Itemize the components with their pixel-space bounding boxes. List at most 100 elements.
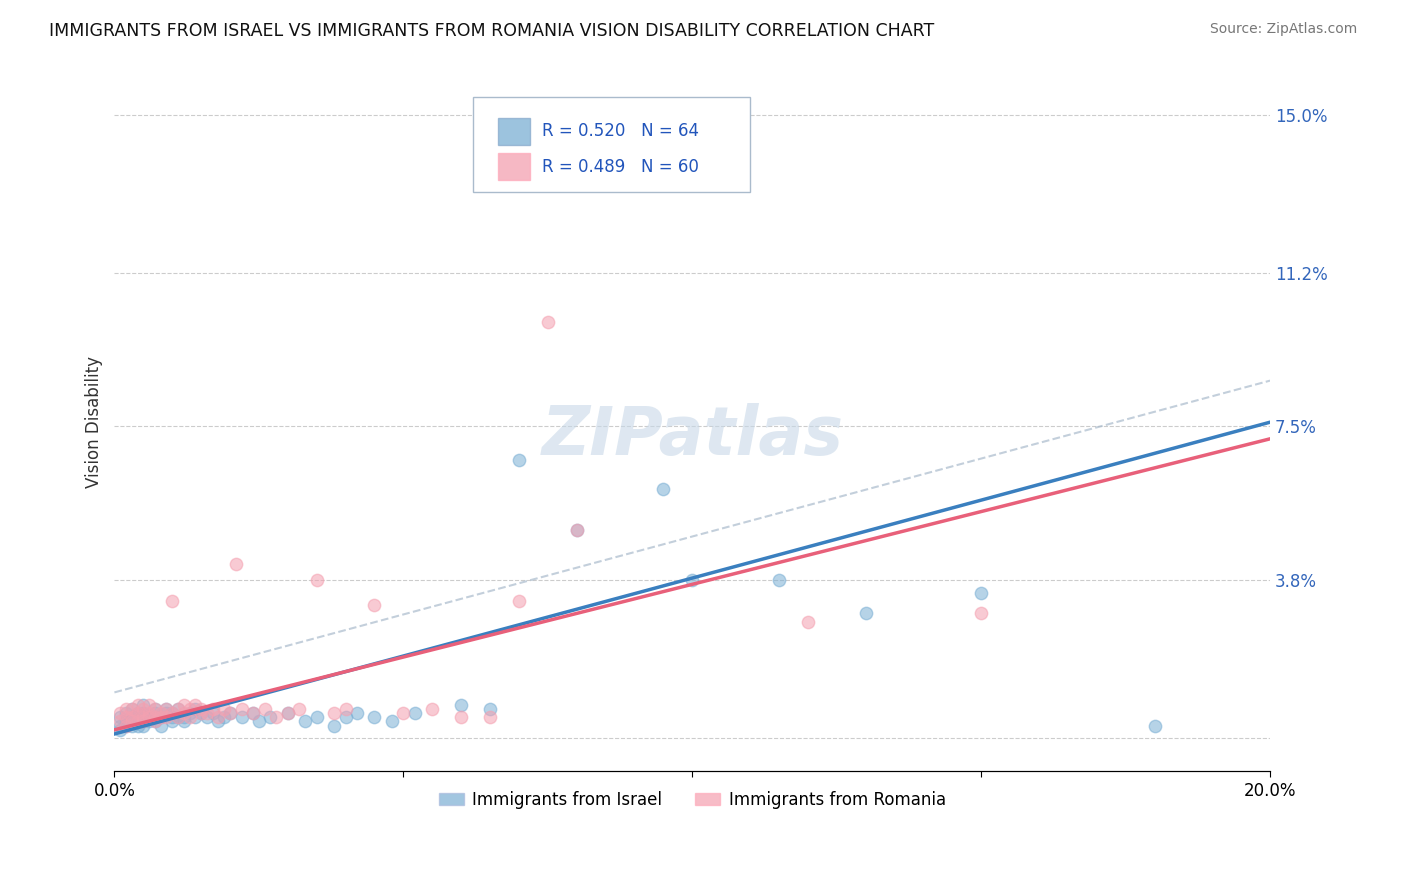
- Text: IMMIGRANTS FROM ISRAEL VS IMMIGRANTS FROM ROMANIA VISION DISABILITY CORRELATION : IMMIGRANTS FROM ISRAEL VS IMMIGRANTS FRO…: [49, 22, 935, 40]
- Point: [160, 706, 183, 721]
- Point: [149, 719, 172, 733]
- Point: [121, 710, 143, 724]
- Point: [132, 698, 155, 712]
- Point: [212, 710, 235, 724]
- Point: [149, 706, 172, 721]
- Point: [127, 710, 149, 724]
- Point: [242, 706, 264, 721]
- Point: [138, 710, 160, 724]
- Point: [115, 706, 138, 721]
- Point: [127, 698, 149, 712]
- Point: [121, 719, 143, 733]
- Point: [201, 702, 224, 716]
- Point: [195, 710, 218, 724]
- Point: [288, 702, 311, 716]
- Point: [264, 710, 287, 724]
- Point: [121, 714, 143, 729]
- Point: [294, 714, 316, 729]
- Point: [132, 706, 155, 721]
- Point: [323, 706, 346, 721]
- Point: [190, 706, 212, 721]
- Point: [121, 702, 143, 716]
- Point: [305, 710, 328, 724]
- Point: [381, 714, 404, 729]
- Point: [207, 710, 229, 724]
- Point: [132, 714, 155, 729]
- Point: [167, 702, 190, 716]
- Point: [149, 710, 172, 724]
- Point: [277, 706, 299, 721]
- Point: [565, 523, 588, 537]
- Point: [565, 523, 588, 537]
- Point: [479, 702, 502, 716]
- Point: [149, 710, 172, 724]
- Point: [127, 706, 149, 721]
- Point: [121, 702, 143, 716]
- Point: [155, 706, 177, 721]
- Point: [173, 706, 195, 721]
- Point: [143, 702, 166, 716]
- Legend: Immigrants from Israel, Immigrants from Romania: Immigrants from Israel, Immigrants from …: [432, 784, 952, 815]
- Point: [277, 706, 299, 721]
- Point: [184, 698, 207, 712]
- Point: [138, 698, 160, 712]
- Point: [1143, 719, 1166, 733]
- Point: [652, 482, 675, 496]
- Point: [212, 702, 235, 716]
- Point: [242, 706, 264, 721]
- Point: [127, 714, 149, 729]
- Point: [143, 702, 166, 716]
- Point: [201, 706, 224, 721]
- Point: [167, 702, 190, 716]
- Point: [108, 719, 131, 733]
- Point: [115, 719, 138, 733]
- FancyBboxPatch shape: [472, 97, 749, 192]
- Point: [167, 710, 190, 724]
- Point: [404, 706, 426, 721]
- Point: [132, 710, 155, 724]
- Y-axis label: Vision Disability: Vision Disability: [86, 356, 103, 488]
- Point: [108, 714, 131, 729]
- Point: [420, 702, 443, 716]
- Point: [108, 723, 131, 737]
- Point: [179, 710, 201, 724]
- Point: [450, 710, 472, 724]
- Point: [323, 719, 346, 733]
- Point: [508, 594, 530, 608]
- Point: [195, 706, 218, 721]
- Point: [160, 714, 183, 729]
- Point: [127, 706, 149, 721]
- Point: [108, 706, 131, 721]
- Point: [190, 706, 212, 721]
- Point: [160, 706, 183, 721]
- Point: [143, 714, 166, 729]
- Point: [335, 710, 357, 724]
- Point: [132, 719, 155, 733]
- Point: [184, 702, 207, 716]
- Point: [346, 706, 368, 721]
- Point: [479, 710, 502, 724]
- FancyBboxPatch shape: [498, 118, 530, 145]
- Point: [797, 615, 820, 629]
- Point: [768, 573, 790, 587]
- Point: [138, 714, 160, 729]
- Point: [115, 714, 138, 729]
- Point: [121, 710, 143, 724]
- Text: ZIPatlas: ZIPatlas: [541, 403, 844, 469]
- Point: [207, 714, 229, 729]
- Point: [247, 714, 270, 729]
- Point: [450, 698, 472, 712]
- Text: Source: ZipAtlas.com: Source: ZipAtlas.com: [1209, 22, 1357, 37]
- Point: [115, 719, 138, 733]
- Text: R = 0.489   N = 60: R = 0.489 N = 60: [543, 158, 699, 176]
- FancyBboxPatch shape: [498, 153, 530, 180]
- Point: [190, 702, 212, 716]
- Text: R = 0.520   N = 64: R = 0.520 N = 64: [543, 122, 699, 140]
- Point: [115, 710, 138, 724]
- Point: [231, 710, 253, 724]
- Point: [179, 702, 201, 716]
- Point: [155, 710, 177, 724]
- Point: [143, 706, 166, 721]
- Point: [225, 557, 247, 571]
- Point: [138, 710, 160, 724]
